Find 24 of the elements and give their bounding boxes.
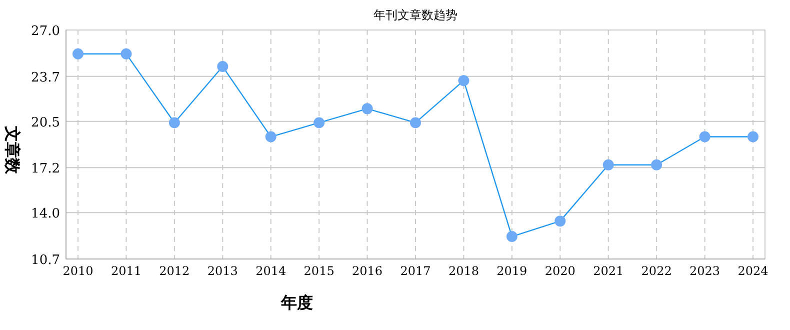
x-tick-label: 2024 (738, 264, 769, 278)
x-tick-label: 2023 (690, 264, 720, 278)
x-axis-title: 年度 (280, 293, 313, 312)
x-tick-label: 2020 (544, 264, 576, 278)
y-tick-label: 23.7 (31, 70, 60, 86)
y-tick-label: 27.0 (31, 24, 60, 39)
x-tick-label: 2012 (159, 264, 190, 278)
x-tick-label: 2021 (593, 264, 624, 278)
x-tick-label: 2013 (207, 264, 238, 278)
x-tick-label: 2022 (641, 264, 672, 278)
x-tick-label: 2017 (400, 264, 431, 278)
y-tick-label: 14.0 (31, 206, 60, 222)
x-tick-label: 2014 (256, 264, 286, 278)
y-tick-label: 20.5 (31, 115, 60, 130)
x-tick-label: 2010 (62, 264, 94, 278)
x-tick-label: 2018 (448, 264, 479, 278)
y-axis-title: 文章数 (3, 125, 22, 175)
x-tick-label: 2015 (304, 264, 334, 278)
chart-title: 年刊文章数趋势 (374, 8, 458, 22)
x-tick-label: 2011 (110, 264, 142, 278)
y-tick-label: 17.2 (31, 162, 60, 177)
y-tick-label: 10.7 (31, 253, 60, 268)
x-tick-label: 2016 (352, 264, 383, 278)
x-tick-label: 2019 (496, 264, 528, 278)
